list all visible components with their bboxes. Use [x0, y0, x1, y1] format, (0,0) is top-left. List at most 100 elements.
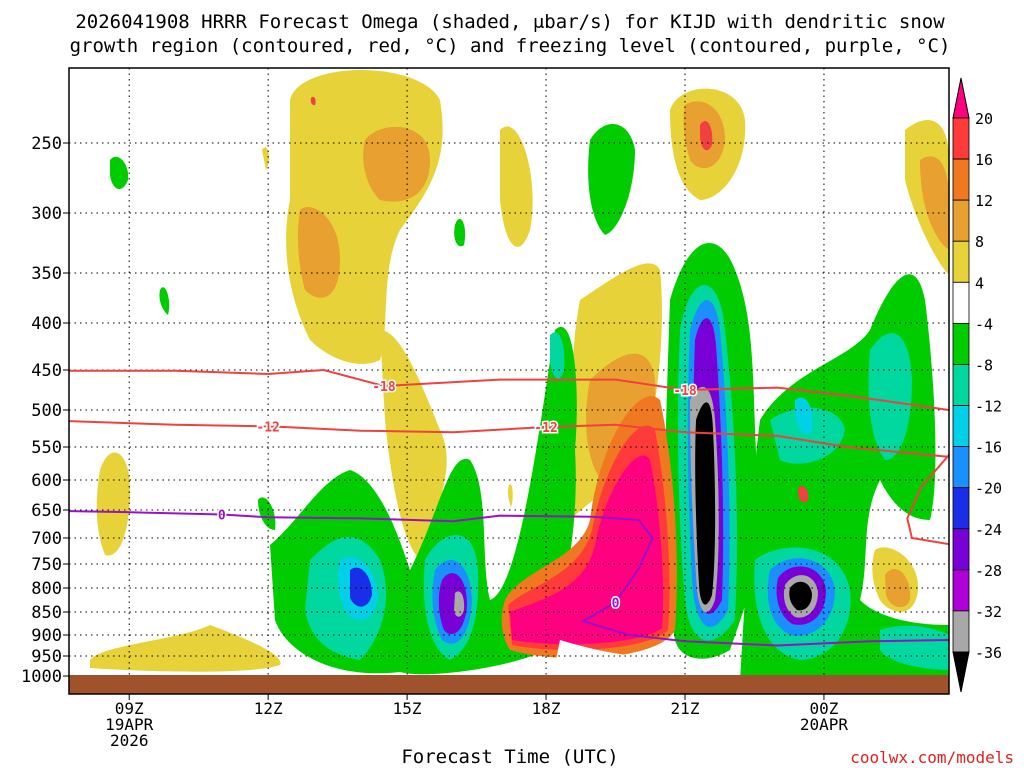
plot-border	[68, 67, 950, 695]
contour-line	[906, 454, 949, 546]
colorbar-label: 8	[975, 233, 984, 251]
omega-region-orange-a	[363, 126, 430, 202]
omega-region-blue-e	[795, 397, 813, 434]
ground-surface	[69, 675, 949, 694]
y-tick-label: 500	[31, 401, 62, 421]
omega-region-grey-c	[454, 591, 465, 617]
x-tick-label: 18Z	[532, 699, 561, 718]
colorbar-swatch	[952, 322, 970, 365]
colorbar-swatch	[952, 405, 970, 448]
chart-title-line-2: growth region (contoured, red, °C) and f…	[70, 35, 951, 57]
omega-region-yellow-b	[380, 330, 447, 560]
colorbar-swatch	[952, 199, 970, 242]
contour-line	[69, 420, 949, 458]
omega-region-teal-h	[550, 332, 565, 379]
omega-region-green-g	[588, 123, 635, 235]
y-tick-label: 300	[31, 204, 62, 224]
x-tick-label: 12Z	[254, 699, 283, 718]
omega-region-orange-b	[297, 207, 340, 298]
x-tick-label: 20APR	[800, 715, 849, 734]
omega-region-yellow-c	[500, 126, 533, 247]
colorbar-label: 12	[975, 192, 993, 210]
omega-region-teal-f	[770, 407, 845, 464]
contour-line	[69, 368, 949, 411]
colorbar-swatch	[952, 158, 970, 201]
colorbar: 20 16 12 8 4 -4 -8 -12 -16 -20 -24 -28 -32 -36	[952, 77, 1002, 693]
y-tick-label: 850	[31, 603, 62, 623]
omega-region-yellow-g	[90, 625, 281, 672]
grid-lines	[69, 68, 949, 694]
colorbar-label: -28	[975, 562, 1002, 580]
omega-region-purple-a	[350, 567, 372, 607]
y-tick-label: 800	[31, 579, 62, 599]
omega-region-orange-d	[920, 156, 949, 250]
omega-region-green-e	[159, 287, 170, 315]
colorbar-label: 4	[975, 274, 984, 292]
colorbar-label: -36	[975, 644, 1002, 662]
x-tick-label: 15Z	[393, 699, 422, 718]
colorbar-swatch	[952, 569, 970, 612]
omega-region-black-a	[695, 402, 716, 605]
omega-region-red-peak-a	[700, 121, 713, 151]
contour-line	[69, 510, 949, 647]
credit-text: coolwx.com/models	[850, 748, 1014, 767]
y-tick-label: 1000	[21, 667, 62, 687]
omega-region-red-peak-c	[310, 96, 316, 106]
y-tick-label: 450	[31, 361, 62, 381]
colorbar-label: -20	[975, 480, 1002, 498]
omega-region-red-peak-b	[797, 485, 809, 503]
omega-region-green-d	[110, 156, 129, 190]
y-tick-label: 950	[31, 647, 62, 667]
y-tick-label: 600	[31, 471, 62, 491]
omega-shading	[90, 70, 949, 680]
colorbar-swatch	[952, 281, 970, 324]
omega-region-white-gap	[555, 640, 676, 676]
colorbar-swatch	[952, 364, 970, 406]
x-tick-label: 09Z	[115, 699, 144, 718]
y-tick-label: 350	[31, 264, 62, 284]
colorbar-label: -16	[975, 439, 1002, 457]
chart-title-line-1: 2026041908 HRRR Forecast Omega (shaded, …	[75, 11, 945, 33]
contour-label: -18	[372, 380, 396, 395]
y-tick-label: 900	[31, 626, 62, 646]
y-tick-label: 700	[31, 529, 62, 549]
omega-region-magenta-core	[510, 455, 664, 645]
x-tick-label: 19APR	[105, 715, 154, 734]
y-tick-label: 550	[31, 438, 62, 458]
colorbar-label: -32	[975, 603, 1002, 621]
y-tick-label: 650	[31, 501, 62, 521]
contour-label: -12	[256, 420, 279, 435]
omega-region-green-f	[454, 218, 466, 247]
colorbar-label: -24	[975, 521, 1002, 539]
omega-region-yellow-l	[507, 484, 513, 507]
y-axis: 250 300 350 400 450 500 550 600 650 700 750 800 850 9…	[21, 134, 69, 687]
omega-region-black-b	[789, 581, 812, 611]
colorbar-swatch	[952, 487, 970, 530]
colorbar-bottom-arrow	[952, 651, 970, 693]
y-tick-label: 750	[31, 555, 62, 575]
y-tick-label: 250	[31, 134, 62, 154]
colorbar-swatch	[952, 240, 970, 283]
colorbar-label: -12	[975, 398, 1002, 416]
omega-region-green-h	[258, 497, 276, 530]
omega-region-teal-e	[868, 333, 912, 460]
colorbar-swatch	[952, 610, 970, 653]
contour-label: -12	[534, 421, 557, 436]
colorbar-label: -4	[975, 315, 993, 333]
colorbar-swatch	[952, 117, 970, 160]
contour-label: 0	[612, 596, 620, 611]
x-tick-label: 2026	[110, 731, 149, 750]
y-tick-label: 400	[31, 314, 62, 334]
colorbar-label: 16	[975, 151, 993, 169]
contour-series: -18 -18 -12 -12 0 0	[69, 368, 949, 647]
colorbar-swatch	[952, 446, 970, 489]
omega-region-yellow-f	[96, 452, 130, 556]
x-tick-label: 00Z	[809, 699, 838, 718]
omega-region-yellow-k	[262, 147, 269, 170]
colorbar-label: 20	[975, 110, 993, 128]
colorbar-label: -8	[975, 356, 993, 374]
colorbar-top-arrow	[952, 77, 970, 119]
x-tick-label: 21Z	[671, 699, 700, 718]
